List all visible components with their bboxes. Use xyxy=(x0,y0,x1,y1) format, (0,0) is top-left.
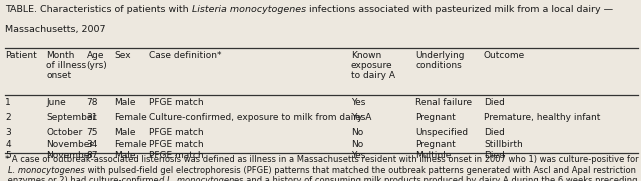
Text: Month
of illness
onset: Month of illness onset xyxy=(46,51,87,81)
Text: TABLE. Characteristics of patients with: TABLE. Characteristics of patients with xyxy=(5,5,192,14)
Text: with pulsed-field gel electrophoresis (PFGE) patterns that matched the outbreak : with pulsed-field gel electrophoresis (P… xyxy=(85,166,635,175)
Text: November: November xyxy=(46,151,94,161)
Text: Yes: Yes xyxy=(351,98,365,107)
Text: d L. monocytogen: d L. monocytogen xyxy=(159,176,234,181)
Text: 87: 87 xyxy=(87,151,98,161)
Text: Died: Died xyxy=(484,128,505,137)
Text: No: No xyxy=(351,140,363,149)
Text: es and a history of consuming milk products produced by dairy A during the 6 wee: es and a history of consuming milk produ… xyxy=(234,176,638,181)
Text: * A case of outbreak-associated listeriosis was defined as illness in a Massachu: * A case of outbreak-associated listerio… xyxy=(5,155,638,164)
Text: 3: 3 xyxy=(5,128,11,137)
Text: No: No xyxy=(351,128,363,137)
Text: Yes: Yes xyxy=(351,113,365,122)
Text: Unspecified: Unspecified xyxy=(415,128,469,137)
Text: infections associated with pasteurized milk from a local dairy —: infections associated with pasteurized m… xyxy=(306,5,613,14)
Text: PFGE match: PFGE match xyxy=(149,98,203,107)
Text: 4: 4 xyxy=(5,140,11,149)
Text: 75: 75 xyxy=(87,128,98,137)
Text: 5: 5 xyxy=(5,151,11,161)
Text: Premature, healthy infant: Premature, healthy infant xyxy=(484,113,601,122)
Text: September: September xyxy=(46,113,96,122)
Text: November: November xyxy=(46,140,94,149)
Text: Known
exposure
to dairy A: Known exposure to dairy A xyxy=(351,51,395,81)
Text: 34: 34 xyxy=(87,140,98,149)
Text: Yes: Yes xyxy=(351,151,365,161)
Text: Pregnant: Pregnant xyxy=(415,113,456,122)
Text: Female: Female xyxy=(114,140,147,149)
Text: 78: 78 xyxy=(87,98,98,107)
Text: Listeria monocytogenes: Listeria monocytogenes xyxy=(192,5,306,14)
Text: Male: Male xyxy=(114,151,136,161)
Text: Stillbirth: Stillbirth xyxy=(484,140,522,149)
Text: Died: Died xyxy=(484,151,505,161)
Text: enzymes or 2) had culture-confirme: enzymes or 2) had culture-confirme xyxy=(5,176,159,181)
Text: L. monocytogenes: L. monocytogenes xyxy=(8,166,85,175)
Text: Multiple: Multiple xyxy=(415,151,452,161)
Text: Female: Female xyxy=(114,113,147,122)
Text: October: October xyxy=(46,128,83,137)
Text: Culture-confirmed, exposure to milk from dairy A: Culture-confirmed, exposure to milk from… xyxy=(149,113,371,122)
Text: 31: 31 xyxy=(87,113,98,122)
Text: 2: 2 xyxy=(5,113,11,122)
Text: PFGE match: PFGE match xyxy=(149,151,203,161)
Text: Sex: Sex xyxy=(114,51,131,60)
Text: PFGE match: PFGE match xyxy=(149,140,203,149)
Text: Pregnant: Pregnant xyxy=(415,140,456,149)
Text: June: June xyxy=(46,98,66,107)
Text: Case definition*: Case definition* xyxy=(149,51,221,60)
Text: Patient: Patient xyxy=(5,51,37,60)
Text: Age
(yrs): Age (yrs) xyxy=(87,51,107,70)
Text: Massachusetts, 2007: Massachusetts, 2007 xyxy=(5,25,106,34)
Text: Underlying
conditions: Underlying conditions xyxy=(415,51,465,70)
Text: PFGE match: PFGE match xyxy=(149,128,203,137)
Text: Died: Died xyxy=(484,98,505,107)
Text: Male: Male xyxy=(114,128,136,137)
Text: Outcome: Outcome xyxy=(484,51,525,60)
Text: 1: 1 xyxy=(5,98,11,107)
Text: Renal failure: Renal failure xyxy=(415,98,472,107)
Text: Male: Male xyxy=(114,98,136,107)
